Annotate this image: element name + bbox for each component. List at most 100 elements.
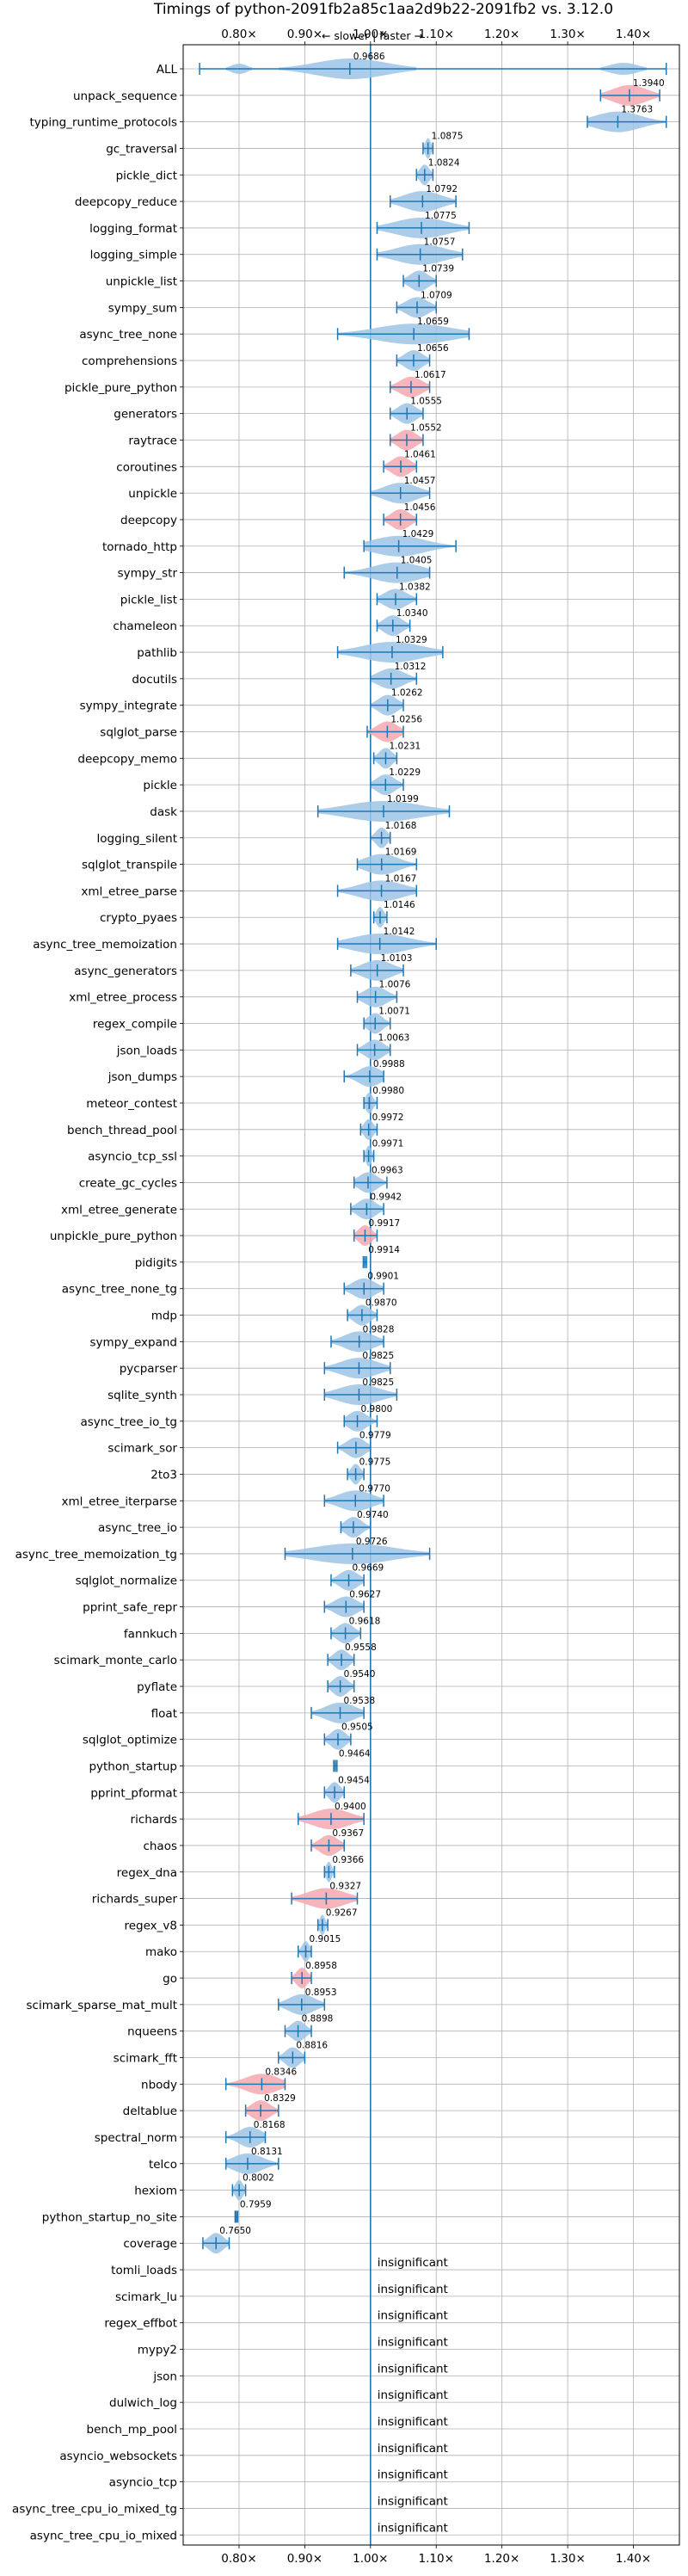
violin-row: 0.9327 xyxy=(291,1882,361,1909)
violin-row: 1.0167 xyxy=(336,873,418,902)
y-tick-label: generators xyxy=(114,408,177,422)
insignificant-label: insignificant xyxy=(378,2336,448,2350)
y-tick-label: coverage xyxy=(123,2237,177,2251)
y-tick-label: async_tree_memoization_tg xyxy=(15,1548,177,1562)
y-tick-label: scimark_lu xyxy=(115,2290,177,2304)
violin-row: 0.9726 xyxy=(284,1537,431,1564)
violin-row: 1.3763 xyxy=(587,105,667,132)
x-tick-label-top: 0.90× xyxy=(287,28,322,41)
value-label: 1.0659 xyxy=(417,317,449,327)
x-tick-label-bottom: 1.20× xyxy=(484,2552,519,2566)
value-label: 1.0461 xyxy=(404,449,436,459)
y-tick-label: gc_traversal xyxy=(106,142,177,156)
violin-row: 0.9825 xyxy=(323,1377,398,1405)
value-label: 0.9825 xyxy=(362,1377,394,1388)
y-tick-label: xml_etree_process xyxy=(69,991,177,1005)
y-tick-label: async_tree_none_tg xyxy=(62,1283,177,1297)
direction-label: ← slower | faster → xyxy=(322,29,423,42)
y-tick-label: pycparser xyxy=(120,1362,178,1376)
violin-row: 0.8346 xyxy=(224,2067,297,2095)
violin-row: 1.0875 xyxy=(422,131,463,159)
x-tick-label-bottom: 1.30× xyxy=(550,2552,585,2566)
violin-row: 0.9800 xyxy=(343,1404,392,1432)
violin-row: 1.0329 xyxy=(336,635,444,663)
y-tick-label: tomli_loads xyxy=(111,2264,177,2277)
y-tick-label: python_startup xyxy=(89,1759,177,1773)
x-tick-label-bottom: 0.90× xyxy=(287,2552,322,2566)
value-label: 0.9540 xyxy=(344,1669,376,1679)
value-label: 1.0169 xyxy=(385,847,417,858)
y-tick-label: pprint_pformat xyxy=(90,1786,177,1800)
value-label: 1.0168 xyxy=(385,821,417,831)
value-label: 0.9942 xyxy=(370,1192,402,1202)
value-label: 0.9740 xyxy=(357,1510,389,1520)
value-label: 0.9400 xyxy=(335,1802,366,1812)
value-label: 1.0146 xyxy=(384,900,415,910)
rows: 0.9686 1.3940 1.3763 1.0875 1.0824 1.0792 1.07… xyxy=(199,45,667,2545)
y-tick-label: 2to3 xyxy=(150,1468,177,1482)
violin-row: 1.0229 xyxy=(370,767,421,796)
value-label: 0.9828 xyxy=(363,1324,395,1334)
y-tick-label: raytrace xyxy=(128,434,177,447)
violin-row: 0.8958 xyxy=(291,1961,337,1989)
value-label: 1.0656 xyxy=(417,343,449,354)
violin-row: 1.0555 xyxy=(389,397,442,424)
x-tick-label-bottom: 1.00× xyxy=(353,2552,388,2566)
value-label: 0.7959 xyxy=(240,2199,272,2209)
violin-row: 0.9988 xyxy=(343,1059,405,1088)
insignificant-label: insignificant xyxy=(378,2309,448,2323)
value-label: 1.0262 xyxy=(391,688,423,699)
value-label: 0.8329 xyxy=(264,2093,296,2104)
value-label: 0.9464 xyxy=(339,1748,371,1759)
value-label: 0.9618 xyxy=(349,1616,381,1626)
value-label: 1.0824 xyxy=(428,157,460,168)
value-label: 1.0071 xyxy=(378,1007,410,1017)
y-tick-label: async_tree_io xyxy=(98,1521,177,1535)
violin-row: 0.9454 xyxy=(323,1775,370,1803)
y-tick-label: comprehensions xyxy=(82,354,177,368)
y-tick-label: sympy_integrate xyxy=(80,699,177,713)
violin-row: 0.9267 xyxy=(316,1907,358,1936)
y-tick-label: logging_silent xyxy=(97,832,177,846)
y-tick-label: json xyxy=(152,2370,177,2383)
violin-row: 1.0231 xyxy=(372,741,421,769)
y-tick-label: deltablue xyxy=(123,2105,177,2118)
value-label: 0.7650 xyxy=(219,2226,251,2236)
violin-row: 0.8168 xyxy=(224,2120,286,2148)
y-tick-label: ALL xyxy=(157,63,178,77)
y-tick-label: pickle xyxy=(143,779,177,792)
insignificant-label: insignificant xyxy=(378,2388,448,2402)
violin-row: 1.0824 xyxy=(415,157,460,186)
value-label: 1.0552 xyxy=(410,422,442,433)
y-tick-label: unpickle_pure_python xyxy=(50,1229,177,1243)
y-tick-label: async_tree_memoization xyxy=(33,938,177,952)
y-tick-label: mdp xyxy=(151,1310,177,1323)
y-tick-label: fannkuch xyxy=(124,1627,177,1641)
value-label: 0.9558 xyxy=(345,1642,377,1653)
y-tick-label: richards xyxy=(131,1813,177,1827)
violin-row: 0.9669 xyxy=(330,1563,384,1591)
y-tick-label: regex_compile xyxy=(93,1018,177,1032)
violin-row: 1.0262 xyxy=(370,688,423,716)
insignificant-label: insignificant xyxy=(378,2521,448,2535)
violin-row: 1.0656 xyxy=(396,343,449,372)
violin-row: 0.8898 xyxy=(284,2014,333,2042)
violin-row: 0.9942 xyxy=(350,1192,402,1220)
y-tick-label: spectral_norm xyxy=(95,2131,177,2145)
insignificant-label: insignificant xyxy=(378,2442,448,2456)
y-tick-label: logging_format xyxy=(89,222,177,236)
chart-title: Timings of python-2091fb2a85c1aa2d9b22-2… xyxy=(153,1,613,18)
insignificant-label: insignificant xyxy=(378,2468,448,2482)
insignificant-label: insignificant xyxy=(378,2415,448,2429)
value-label: 0.9914 xyxy=(368,1245,400,1255)
value-label: 1.0076 xyxy=(379,980,411,990)
value-label: 0.9454 xyxy=(338,1775,370,1785)
x-tick-label-top: 1.40× xyxy=(616,28,651,41)
y-tick-label: pprint_safe_repr xyxy=(83,1601,177,1615)
y-tick-label: mako xyxy=(145,1945,177,1959)
x-tick-label-top: 1.10× xyxy=(419,28,454,41)
violin-row: 0.9558 xyxy=(327,1642,377,1671)
violin-row: 0.9538 xyxy=(310,1696,375,1723)
x-axis: 0.80× 0.80× 0.90× 0.90× 1.00× 1.00× 1.10× 1.10×… xyxy=(12,28,651,2566)
y-tick-label: scimark_sor xyxy=(108,1442,177,1456)
